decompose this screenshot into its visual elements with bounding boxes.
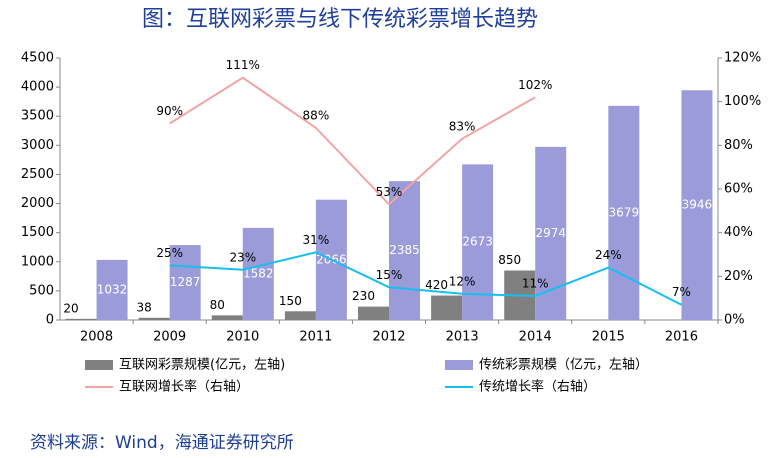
bar-label: 850 [498,253,521,267]
y2-tick-label: 60% [724,182,753,197]
bar [242,227,274,320]
y-tick-label: 4000 [21,80,54,95]
bar [608,105,640,320]
bar-label: 80 [210,298,225,312]
y-tick-label: 3500 [21,109,54,124]
bar [65,318,97,320]
y2-tick-label: 0% [724,313,745,328]
point-label: 23% [229,250,256,264]
point-label: 111% [226,58,260,72]
bar-label: 1032 [97,282,128,296]
x-tick-label: 2016 [665,330,698,345]
point-label: 90% [156,104,183,118]
x-tick-label: 2015 [592,330,625,345]
bar-label: 230 [352,289,375,303]
bar-label: 3946 [682,198,713,212]
y-tick-label: 4500 [21,51,54,66]
x-tick-label: 2011 [299,330,332,345]
point-label: 88% [303,108,330,122]
x-tick-label: 2014 [519,330,552,345]
line [169,251,682,306]
bar [358,306,389,320]
y2-tick-label: 80% [724,138,753,153]
point-label: 102% [518,78,552,92]
bar-label: 38 [137,300,152,314]
bar-label: 2974 [535,226,566,240]
y2-tick-label: 40% [724,225,753,240]
y-tick-label: 2000 [21,196,54,211]
x-tick-label: 2008 [80,330,113,345]
bar [211,315,243,320]
point-label: 7% [672,285,691,299]
y-tick-label: 500 [29,283,54,298]
y2-tick-label: 20% [724,269,753,284]
source: 资料来源：Wind，海通证券研究所 [30,433,294,453]
legend-swatch [85,360,113,370]
bar-label: 1287 [170,275,201,289]
y-tick-label: 2500 [21,167,54,182]
point-label: 53% [376,185,403,199]
bar [284,311,316,320]
x-tick-label: 2013 [446,330,479,345]
point-label: 11% [522,276,549,290]
point-label: 83% [449,119,476,133]
point-label: 25% [156,246,183,260]
x-tick-label: 2012 [372,330,405,345]
bar-label: 150 [279,294,302,308]
chart-title: 图：互联网彩票与线下传统彩票增长趋势 [142,7,538,32]
y2-tick-label: 120% [724,51,761,66]
bar [389,181,420,320]
point-label: 31% [303,233,330,247]
point-label: 15% [376,268,403,282]
legend-label: 互联网彩票规模(亿元，左轴) [119,358,285,373]
bar-label: 2385 [389,243,420,257]
x-tick-label: 2009 [153,330,186,345]
y2-tick-label: 100% [724,94,761,109]
bar-label: 2673 [462,235,493,249]
y-tick-label: 1500 [21,225,54,240]
bar-label: 3679 [609,205,640,219]
y-tick-label: 0 [46,313,54,328]
legend-swatch [445,360,473,370]
point-label: 24% [595,248,622,262]
point-label: 12% [449,274,476,288]
x-tick-label: 2010 [226,330,259,345]
bar-label: 20 [63,301,78,315]
legend-label: 互联网增长率（右轴） [119,379,249,395]
bar [138,317,170,320]
bar-label: 420 [425,278,448,292]
bar [96,259,128,320]
bar-label: 1582 [243,266,274,280]
bar [431,295,463,320]
bar [681,90,713,320]
bar [535,146,567,320]
legend-label: 传统增长率（右轴） [479,379,596,395]
legend-label: 传统彩票规模（亿元，左轴） [479,358,648,373]
y-tick-label: 1000 [21,254,54,269]
bar [169,245,201,320]
y-tick-label: 3000 [21,138,54,153]
line [169,76,536,206]
